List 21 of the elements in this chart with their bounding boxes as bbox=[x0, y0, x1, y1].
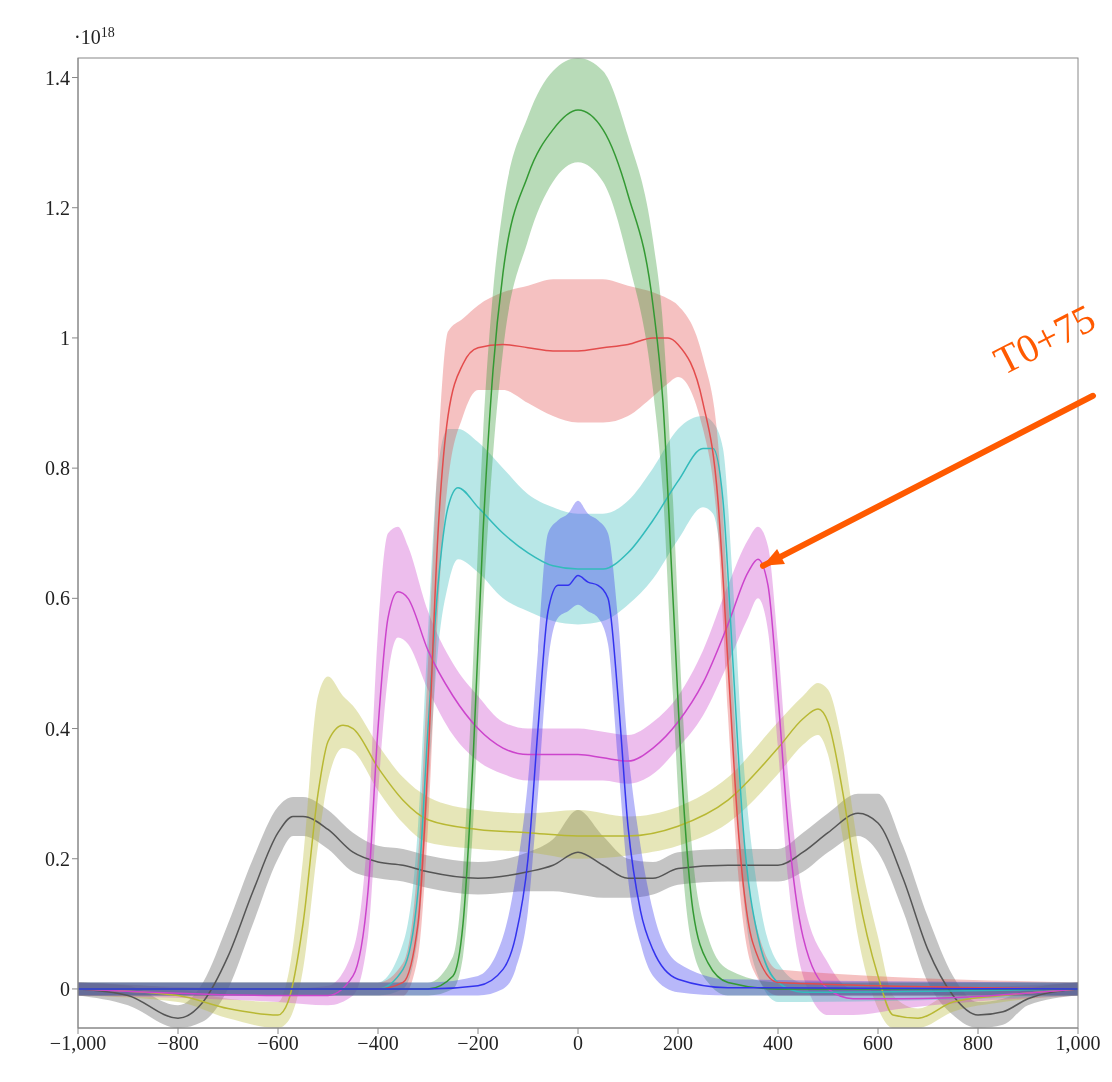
x-tick-label: 400 bbox=[763, 1032, 793, 1055]
x-tick-label: −400 bbox=[357, 1032, 399, 1055]
y-tick-label: 0.8 bbox=[45, 457, 70, 480]
x-tick-label: 0 bbox=[573, 1032, 583, 1055]
x-tick-label: −600 bbox=[257, 1032, 299, 1055]
y-tick-label: 0.2 bbox=[45, 847, 70, 870]
x-tick-label: 200 bbox=[663, 1032, 693, 1055]
y-tick-label: 0 bbox=[60, 978, 70, 1001]
x-tick-label: 800 bbox=[963, 1032, 993, 1055]
text: ·10$^{18}$ bbox=[74, 24, 115, 48]
x-tick-label: −200 bbox=[457, 1032, 499, 1055]
y-tick-label: 1.4 bbox=[45, 66, 70, 89]
x-tick-label: 600 bbox=[863, 1032, 893, 1055]
x-tick-label: −1,000 bbox=[49, 1032, 107, 1055]
y-tick-label: 0.6 bbox=[45, 587, 70, 610]
x-tick-label: 1,000 bbox=[1055, 1032, 1101, 1055]
y-tick-label: 0.4 bbox=[45, 717, 70, 740]
y-tick-label: 1.2 bbox=[45, 196, 70, 219]
annotation: T0+75 bbox=[986, 295, 1103, 384]
y-tick-label: 1 bbox=[60, 327, 70, 350]
x-tick-label: −800 bbox=[157, 1032, 199, 1055]
